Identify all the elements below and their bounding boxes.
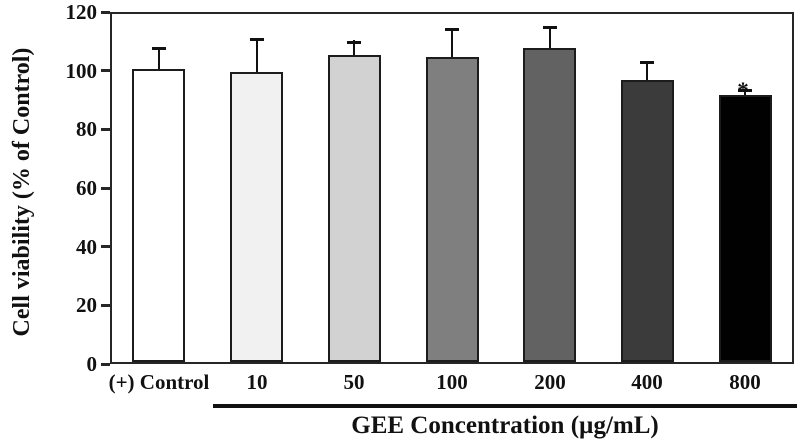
y-tick-label: 20 (76, 293, 97, 317)
y-tick-label: 80 (76, 117, 97, 141)
y-tick-label: 120 (65, 0, 98, 24)
y-tick-label: 40 (76, 235, 97, 259)
bar (620, 80, 674, 362)
y-tick-mark (101, 187, 110, 190)
x-tick-label: 100 (436, 370, 468, 394)
bar (132, 69, 186, 362)
y-tick-label: 60 (76, 176, 97, 200)
bar (718, 95, 772, 362)
bar (230, 72, 284, 362)
error-bar (255, 38, 258, 72)
error-bar-cap (347, 41, 362, 44)
y-tick-label: 0 (86, 352, 98, 376)
y-tick-mark (101, 304, 110, 307)
error-bar-cap (542, 26, 557, 29)
bar (523, 48, 577, 362)
x-tick-label: (+) Control (108, 370, 210, 394)
bar (327, 55, 381, 362)
y-tick-mark (101, 363, 110, 366)
x-tick-label: 50 (343, 370, 365, 394)
error-bar-cap (151, 47, 166, 50)
x-tick-label: 400 (631, 370, 663, 394)
error-bar-cap (445, 28, 459, 31)
bar (425, 57, 479, 362)
error-bar (646, 61, 649, 80)
y-tick-mark (101, 245, 110, 248)
error-bar (157, 47, 160, 69)
error-bar (451, 28, 453, 57)
error-bar (744, 89, 747, 95)
plot-area (110, 12, 794, 364)
y-axis-title: Cell viability (% of Control) (9, 47, 35, 337)
x-axis-title: GEE Concentration (µg/mL) (351, 412, 659, 439)
error-bar-cap (249, 38, 264, 41)
significance-asterisk: * (737, 78, 749, 103)
error-bar-cap (640, 61, 655, 64)
error-bar (353, 40, 356, 55)
y-tick-mark (101, 11, 110, 14)
y-tick-mark (101, 128, 110, 131)
error-bar (548, 26, 551, 48)
treatment-group-underline (213, 404, 797, 408)
x-tick-label: 800 (729, 370, 761, 394)
y-tick-label: 100 (65, 59, 98, 83)
y-tick-mark (101, 69, 110, 72)
x-tick-label: 10 (246, 370, 268, 394)
x-tick-label: 200 (534, 370, 566, 394)
error-bar-cap (738, 89, 753, 92)
